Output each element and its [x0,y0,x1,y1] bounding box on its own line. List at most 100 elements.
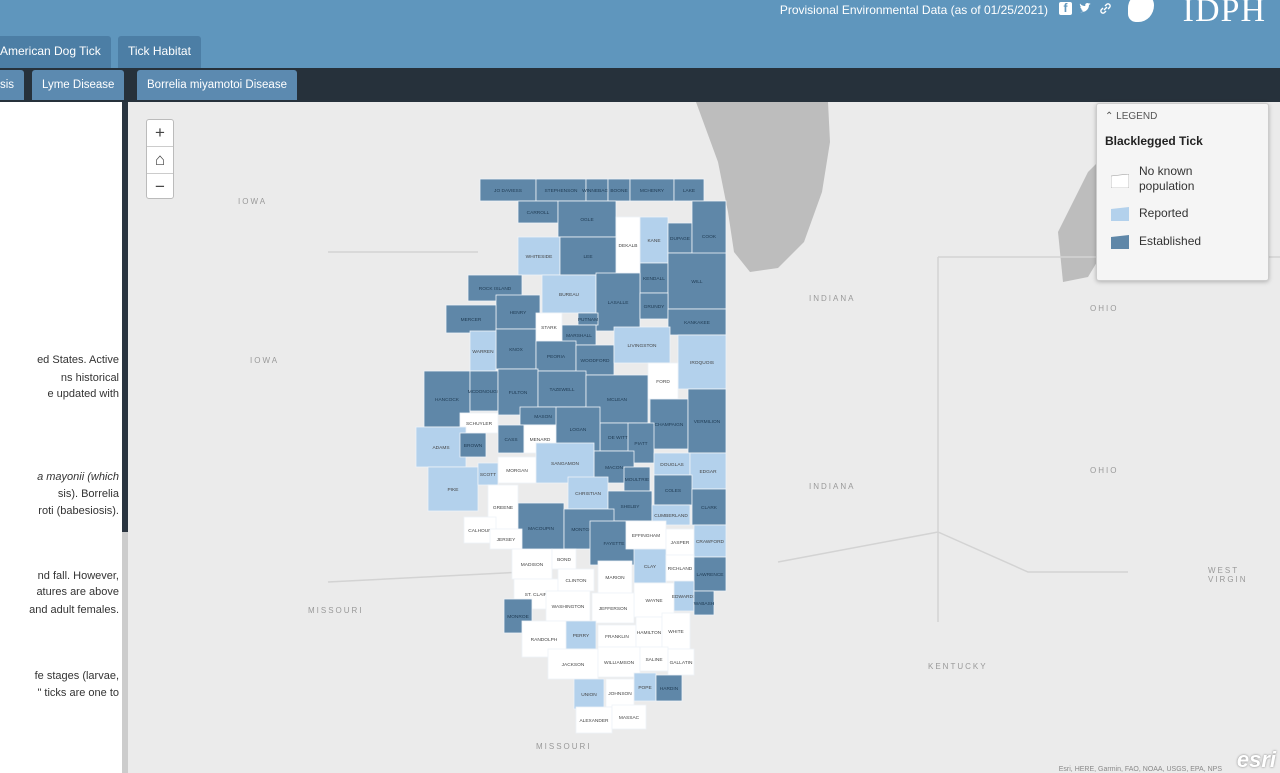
illinois-logo-icon [1128,0,1154,22]
county-crawford[interactable] [693,524,727,558]
county-label: ALEXANDER [579,718,609,724]
county-label: WHITESIDE [526,254,553,260]
legend-header[interactable]: ⌃ LEGEND [1105,111,1157,122]
zoom-out-button[interactable]: − [155,177,165,196]
county-adams[interactable] [415,426,467,468]
zoom-in-button[interactable]: + [147,120,173,147]
county-white[interactable] [661,612,691,650]
county-kankakee[interactable] [667,308,727,336]
county-henry[interactable] [495,294,541,330]
county-will[interactable] [667,252,727,310]
side-text-line: ns historical [60,372,119,384]
county-label: MCLEAN [607,397,628,403]
county-vermilion[interactable] [687,388,727,454]
side-text-line: and adult females. [29,604,119,616]
home-button[interactable]: ⌂ [147,147,173,174]
legend-swatch-reported [1111,207,1129,221]
state-label: WEST VIRGIN [1208,566,1248,584]
tab-tick-habitat[interactable]: Tick Habitat [118,36,201,68]
county-ford[interactable] [647,362,679,400]
county-lawrence[interactable] [693,556,727,592]
county-washington[interactable] [545,590,591,622]
tab-babesiosis[interactable]: sis [0,70,25,100]
county-label: BROWN [464,443,483,449]
county-label: WINNEBAGO [582,188,612,194]
county-warren[interactable] [469,330,497,372]
legend-header-label: LEGEND [1116,111,1158,122]
county-jersey[interactable] [489,528,523,550]
county-edgar[interactable] [689,452,727,490]
county-label: UNION [581,692,597,698]
county-label: MORGAN [506,468,528,474]
tab-lyme-disease[interactable]: Lyme Disease [32,70,125,100]
legend-swatch-established [1111,235,1129,249]
county-saline[interactable] [639,646,669,672]
county-label: MACON [605,465,623,471]
county-williamson[interactable] [597,646,641,678]
county-jackson[interactable] [547,648,599,680]
county-lee[interactable] [559,236,617,276]
county-woodford[interactable] [575,344,615,376]
county-marion[interactable] [597,560,633,594]
county-label: JO DAVIESS [494,188,522,194]
county-madison[interactable] [511,548,553,580]
link-icon[interactable] [1099,2,1112,15]
county-knox[interactable] [495,328,537,370]
county-livingston[interactable] [613,326,671,364]
county-pike[interactable] [427,466,479,512]
county-label: SCHUYLER [466,421,493,427]
county-iroquois[interactable] [677,334,727,390]
county-label: KANKAKEE [684,320,710,326]
county-bureau[interactable] [541,274,597,314]
county-coles[interactable] [653,474,693,506]
county-lake[interactable] [673,178,705,202]
county-label: LIVINGSTON [628,343,658,349]
county-label: POPE [638,685,651,691]
county-label: BOND [557,557,571,563]
county-label: CRAWFORD [696,539,725,545]
county-label: IROQUOIS [690,360,714,366]
map-attribution: Esri, HERE, Garmin, FAO, NOAA, USGS, EPA… [1058,766,1222,773]
county-peoria[interactable] [535,340,577,372]
county-whiteside[interactable] [517,236,561,276]
state-label: OHIO [1090,466,1119,475]
county-moultrie[interactable] [623,466,651,492]
side-panel-scrollbar[interactable] [122,102,128,532]
county-grundy[interactable] [639,292,669,320]
tab-american-dog-tick[interactable]: American Dog Tick [0,36,111,68]
county-label: LASALLE [608,300,629,306]
county-label: TAZEWELL [550,387,575,393]
county-gallatin[interactable] [667,648,695,676]
county-kendall[interactable] [639,262,669,294]
county-champaign[interactable] [649,398,689,450]
twitter-icon[interactable] [1079,2,1092,15]
county-label: LOGAN [570,427,587,433]
facebook-icon[interactable]: f [1059,2,1072,15]
county-brown[interactable] [459,432,487,458]
map-view[interactable]: IOWA IOWA INDIANA INDIANA MISSOURI MISSO… [128,102,1280,773]
county-jasper[interactable] [665,528,695,556]
county-union[interactable] [573,678,605,710]
esri-logo: esri [1236,747,1276,772]
side-text-line: roti (babesiosis). [38,505,119,517]
tab-borrelia-miyamotoi[interactable]: Borrelia miyamotoi Disease [137,70,297,100]
county-perry[interactable] [565,620,597,650]
county-wabash[interactable] [693,590,715,616]
county-label: EFFINGHAM [632,533,660,539]
county-label: CHAMPAIGN [655,422,684,428]
county-cass[interactable] [497,424,525,454]
county-christian[interactable] [567,476,609,510]
county-hardin[interactable] [655,674,683,702]
state-label: IOWA [238,197,268,206]
county-label: VERMILION [694,419,721,425]
county-jefferson[interactable] [591,592,635,624]
county-stark[interactable] [535,312,563,342]
state-label: MISSOURI [536,742,592,751]
county-sangamon[interactable] [535,442,595,484]
county-cumberland[interactable] [651,504,691,526]
county-clark[interactable] [691,488,727,526]
county-massac[interactable] [611,704,647,730]
county-dekalb[interactable] [615,216,641,274]
county-clay[interactable] [633,548,667,584]
